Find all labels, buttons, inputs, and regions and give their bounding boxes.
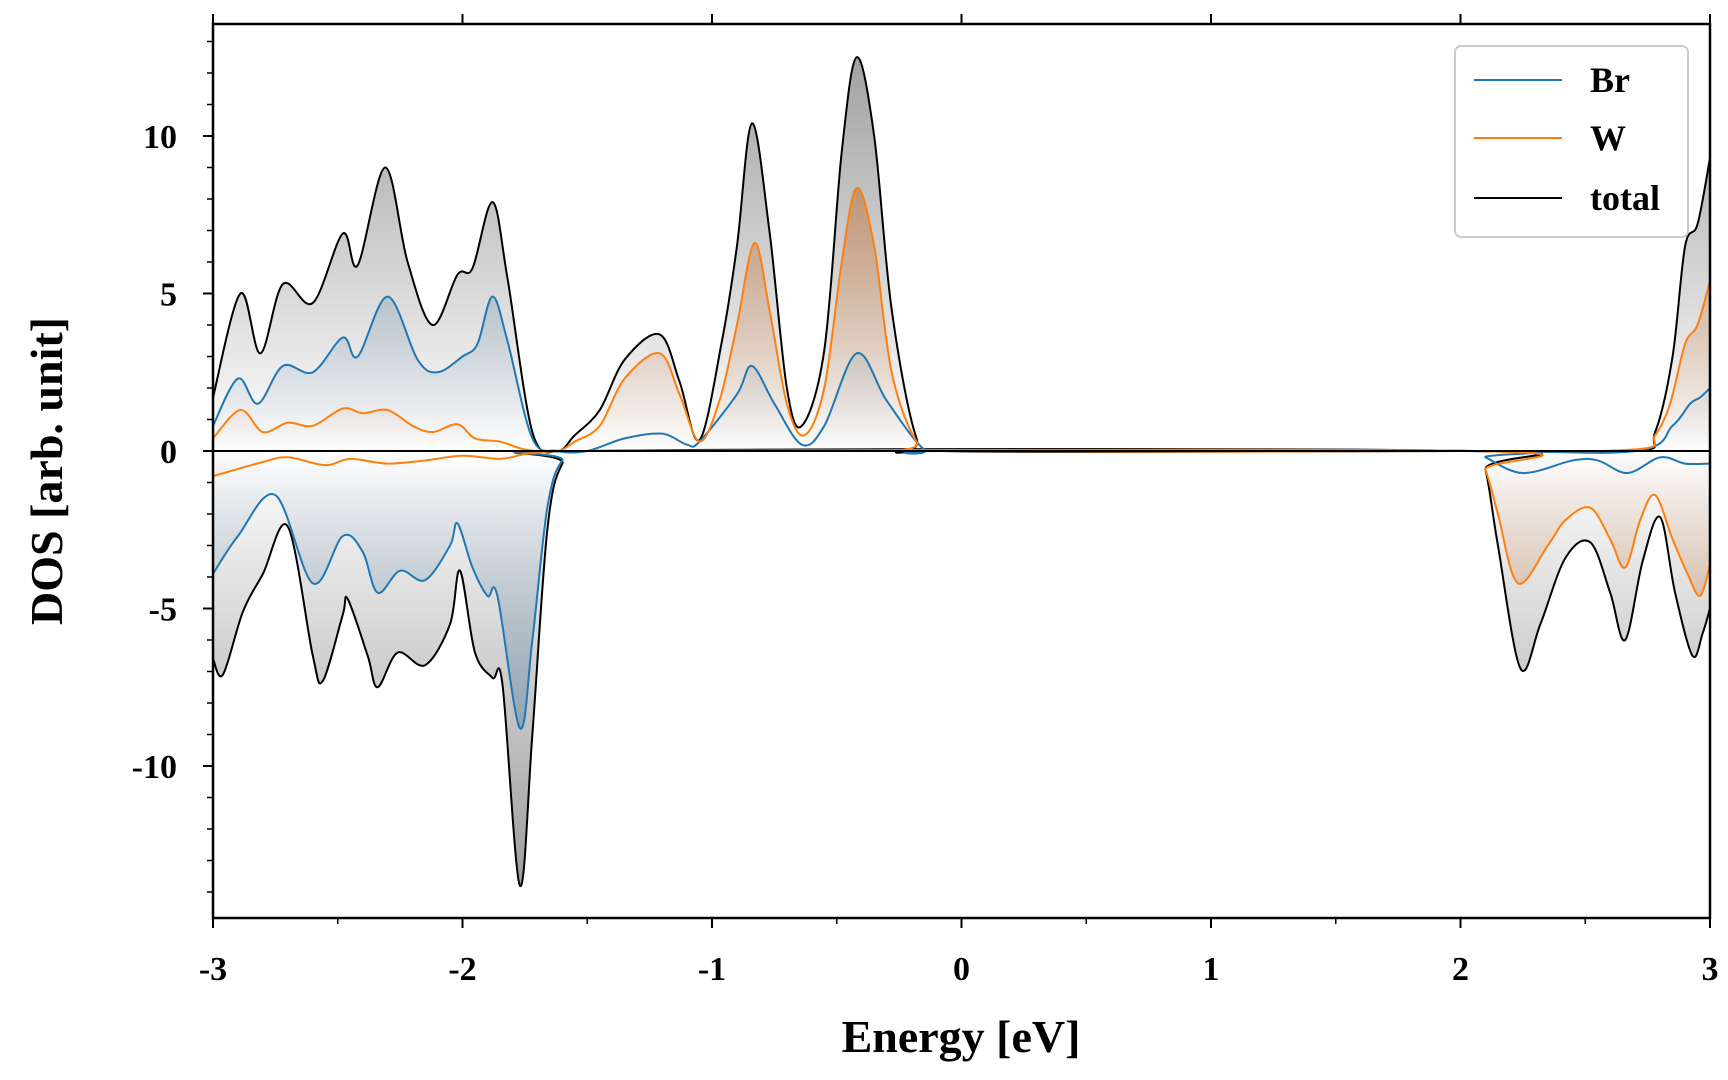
lines-layer bbox=[213, 56, 1710, 887]
legend: Br W total bbox=[1454, 45, 1689, 238]
y-tick-label: 10 bbox=[143, 119, 177, 156]
legend-label-br: Br bbox=[1590, 60, 1630, 100]
x-tick-label: 3 bbox=[1702, 951, 1719, 988]
legend-box bbox=[1454, 45, 1689, 238]
y-axis-label: DOS [arb. unit] bbox=[21, 317, 72, 625]
y-tick-label: -10 bbox=[132, 749, 177, 786]
y-tick-label: 0 bbox=[160, 434, 177, 471]
legend-label-total: total bbox=[1590, 178, 1660, 218]
y-tick-label: 5 bbox=[160, 277, 177, 314]
fill-br-down bbox=[213, 450, 1710, 729]
x-tick-label: 0 bbox=[953, 951, 970, 988]
x-axis-label: Energy [eV] bbox=[842, 1011, 1081, 1062]
legend-label-w: W bbox=[1590, 118, 1626, 158]
x-tick-label: -2 bbox=[448, 951, 476, 988]
series-line-br-down bbox=[213, 449, 1710, 730]
series-line-total-down bbox=[213, 448, 1710, 887]
y-tick-label: -5 bbox=[149, 592, 177, 629]
x-tick-label: 2 bbox=[1452, 951, 1469, 988]
x-tick-label: 1 bbox=[1203, 951, 1220, 988]
fill-w-up bbox=[213, 187, 1710, 452]
x-tick-label: -1 bbox=[698, 951, 726, 988]
x-tick-label: -3 bbox=[199, 951, 227, 988]
